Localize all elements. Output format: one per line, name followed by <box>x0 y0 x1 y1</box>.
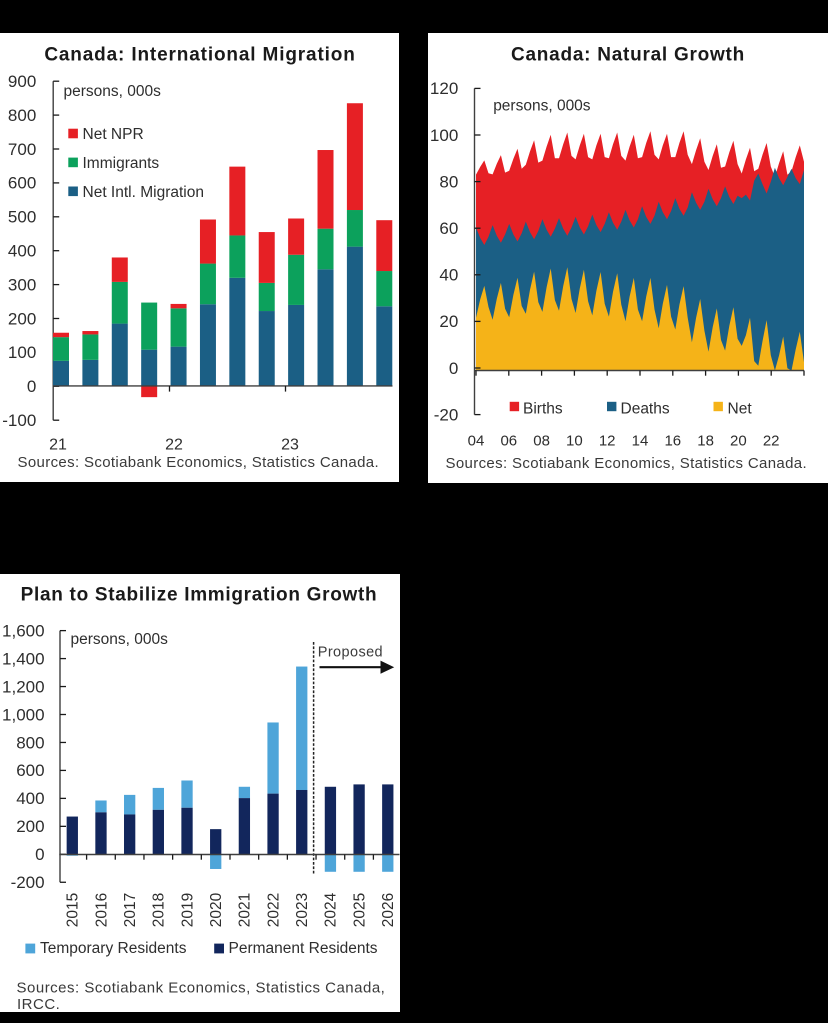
svg-text:Proposed: Proposed <box>318 644 383 660</box>
svg-text:1,000: 1,000 <box>2 705 45 724</box>
svg-text:Sources: Scotiabank Economics,: Sources: Scotiabank Economics, Statistic… <box>18 454 379 471</box>
svg-text:Temporary Residents: Temporary Residents <box>40 940 187 957</box>
svg-text:200: 200 <box>16 817 44 836</box>
svg-text:20: 20 <box>730 433 747 450</box>
svg-text:persons, 000s: persons, 000s <box>64 83 162 100</box>
svg-text:Births: Births <box>523 400 563 417</box>
svg-text:800: 800 <box>8 106 36 125</box>
svg-text:2019: 2019 <box>179 893 196 927</box>
svg-text:1,200: 1,200 <box>2 677 45 696</box>
svg-text:100: 100 <box>8 343 36 362</box>
svg-text:2021: 2021 <box>237 893 254 927</box>
svg-text:2017: 2017 <box>122 893 139 927</box>
svg-text:12: 12 <box>599 433 616 450</box>
svg-text:persons, 000s: persons, 000s <box>493 98 591 115</box>
svg-text:80: 80 <box>439 172 458 191</box>
svg-text:2022: 2022 <box>265 893 282 927</box>
svg-text:600: 600 <box>8 174 36 193</box>
svg-text:900: 900 <box>8 72 36 91</box>
svg-text:Net: Net <box>728 400 753 417</box>
svg-text:22: 22 <box>763 433 780 450</box>
svg-text:700: 700 <box>8 140 36 159</box>
svg-text:Plan to Stabilize Immigration: Plan to Stabilize Immigration Growth <box>21 585 378 606</box>
svg-text:14: 14 <box>632 433 649 450</box>
svg-text:400: 400 <box>8 242 36 261</box>
svg-text:100: 100 <box>430 126 458 145</box>
svg-text:2018: 2018 <box>151 893 168 927</box>
svg-text:2020: 2020 <box>208 892 225 927</box>
svg-text:600: 600 <box>16 761 44 780</box>
svg-text:40: 40 <box>439 266 458 285</box>
svg-text:1,600: 1,600 <box>2 621 45 640</box>
svg-text:Sources: Scotiabank Economics,: Sources: Scotiabank Economics, Statistic… <box>446 455 807 472</box>
svg-text:18: 18 <box>697 433 714 450</box>
svg-text:IRCC.: IRCC. <box>17 996 60 1012</box>
svg-text:200: 200 <box>8 309 36 328</box>
svg-text:500: 500 <box>8 208 36 227</box>
svg-text:0: 0 <box>35 845 44 864</box>
svg-text:21: 21 <box>49 436 67 453</box>
svg-text:persons, 000s: persons, 000s <box>71 631 169 648</box>
svg-text:0: 0 <box>27 377 36 396</box>
svg-text:04: 04 <box>468 433 485 450</box>
svg-text:2024: 2024 <box>323 892 340 927</box>
svg-text:Immigrants: Immigrants <box>83 155 160 172</box>
svg-text:Canada: International Migratio: Canada: International Migration <box>44 45 355 66</box>
svg-text:Net NPR: Net NPR <box>83 126 144 143</box>
svg-text:1,400: 1,400 <box>2 649 45 668</box>
svg-text:Deaths: Deaths <box>621 400 670 417</box>
svg-text:Net Intl. Migration: Net Intl. Migration <box>83 184 204 201</box>
svg-text:23: 23 <box>281 436 299 453</box>
svg-text:16: 16 <box>664 433 681 450</box>
svg-text:2016: 2016 <box>93 893 110 927</box>
svg-text:06: 06 <box>500 433 517 450</box>
svg-text:2026: 2026 <box>380 893 397 927</box>
svg-text:10: 10 <box>566 433 583 450</box>
svg-text:-20: -20 <box>434 405 459 424</box>
svg-text:800: 800 <box>16 733 44 752</box>
svg-text:120: 120 <box>430 79 458 98</box>
svg-text:2025: 2025 <box>351 893 368 927</box>
svg-text:300: 300 <box>8 275 36 294</box>
svg-text:2023: 2023 <box>294 893 311 927</box>
svg-text:0: 0 <box>449 359 458 378</box>
svg-text:22: 22 <box>165 436 183 453</box>
svg-text:20: 20 <box>439 312 458 331</box>
svg-text:-100: -100 <box>2 411 36 430</box>
svg-text:Sources: Scotiabank Economics,: Sources: Scotiabank Economics, Statistic… <box>17 980 386 997</box>
svg-text:60: 60 <box>439 219 458 238</box>
svg-text:400: 400 <box>16 789 44 808</box>
svg-text:-200: -200 <box>11 873 45 892</box>
svg-text:Canada: Natural Growth: Canada: Natural Growth <box>511 45 745 66</box>
svg-text:Permanent Residents: Permanent Residents <box>229 940 378 957</box>
svg-text:08: 08 <box>533 433 550 450</box>
svg-text:2015: 2015 <box>65 893 82 927</box>
